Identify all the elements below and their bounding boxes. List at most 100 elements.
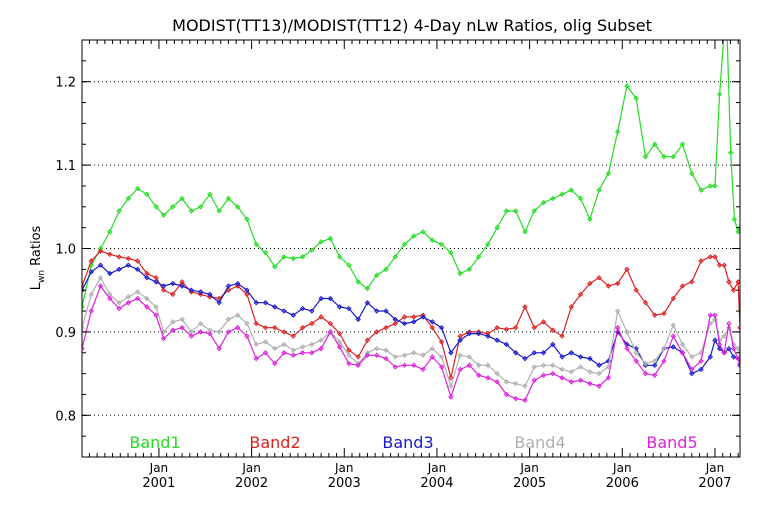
data-point bbox=[438, 364, 445, 370]
x-tick-label-year: 2003 bbox=[328, 476, 361, 491]
data-point bbox=[577, 354, 584, 360]
data-point bbox=[253, 341, 259, 348]
data-point bbox=[97, 248, 104, 254]
data-point bbox=[374, 329, 380, 335]
data-point bbox=[207, 191, 213, 197]
data-point bbox=[309, 308, 315, 314]
data-point bbox=[262, 350, 269, 356]
data-point bbox=[624, 329, 630, 335]
data-point bbox=[318, 239, 324, 245]
data-point bbox=[559, 375, 565, 381]
data-point bbox=[614, 325, 621, 331]
data-point bbox=[207, 330, 213, 337]
data-point bbox=[262, 325, 269, 331]
data-point bbox=[522, 355, 528, 362]
data-point bbox=[153, 304, 159, 310]
legend-entry: Band3 bbox=[382, 433, 433, 452]
data-point bbox=[730, 287, 737, 293]
data-point bbox=[244, 291, 250, 298]
data-point bbox=[153, 204, 159, 210]
data-point bbox=[374, 352, 380, 358]
data-point bbox=[438, 354, 445, 360]
data-point bbox=[587, 355, 593, 362]
data-point bbox=[207, 291, 213, 298]
data-point bbox=[160, 287, 167, 293]
data-point bbox=[735, 345, 740, 352]
data-point bbox=[550, 341, 556, 348]
data-point bbox=[272, 345, 278, 352]
data-point bbox=[712, 254, 718, 260]
data-point bbox=[550, 195, 556, 202]
data-point bbox=[642, 154, 649, 160]
data-point bbox=[309, 247, 315, 253]
data-point bbox=[540, 350, 547, 356]
data-point bbox=[712, 316, 718, 323]
data-point bbox=[596, 383, 602, 389]
series-band5 bbox=[82, 283, 740, 403]
data-point bbox=[116, 254, 122, 260]
data-point bbox=[179, 316, 185, 323]
data-point bbox=[383, 355, 389, 362]
data-point bbox=[652, 312, 658, 318]
data-point bbox=[531, 350, 537, 356]
data-point bbox=[577, 364, 584, 370]
data-point bbox=[730, 345, 737, 352]
series-line bbox=[82, 250, 740, 378]
data-point bbox=[234, 204, 241, 210]
data-point bbox=[355, 316, 361, 323]
data-point bbox=[411, 362, 417, 368]
data-point bbox=[679, 283, 686, 289]
data-point bbox=[327, 329, 334, 335]
data-point bbox=[144, 274, 150, 281]
data-point bbox=[679, 141, 686, 147]
data-point bbox=[494, 337, 500, 343]
data-point bbox=[726, 320, 732, 327]
x-tick-label-month: Jan bbox=[241, 461, 261, 475]
data-point bbox=[281, 308, 287, 314]
data-point bbox=[420, 366, 426, 373]
data-point bbox=[134, 258, 141, 264]
data-point bbox=[160, 283, 167, 289]
data-point bbox=[272, 325, 278, 331]
data-point bbox=[568, 379, 575, 385]
data-point bbox=[721, 262, 727, 268]
data-point bbox=[234, 312, 241, 318]
data-point bbox=[125, 300, 132, 306]
data-point bbox=[125, 262, 132, 268]
data-point bbox=[466, 362, 473, 368]
data-point bbox=[624, 83, 630, 89]
y-axis-label-main: L bbox=[29, 282, 44, 290]
data-point bbox=[513, 350, 519, 356]
x-tick-label-year: 2001 bbox=[142, 476, 175, 491]
data-point bbox=[728, 149, 734, 156]
data-point bbox=[513, 395, 519, 402]
data-point bbox=[494, 370, 500, 377]
data-point bbox=[735, 355, 740, 362]
data-point bbox=[494, 379, 500, 385]
data-point bbox=[411, 350, 417, 356]
data-point bbox=[116, 266, 122, 273]
data-point bbox=[707, 183, 714, 189]
x-tick-label-year: 2002 bbox=[235, 476, 268, 491]
data-point bbox=[88, 269, 94, 275]
data-point bbox=[522, 383, 528, 389]
data-point bbox=[216, 300, 222, 306]
data-point bbox=[82, 304, 85, 310]
data-point bbox=[290, 352, 297, 358]
data-point bbox=[97, 262, 104, 268]
data-point bbox=[429, 319, 436, 325]
data-point bbox=[364, 285, 371, 292]
data-point bbox=[374, 308, 380, 314]
data-point bbox=[272, 304, 278, 310]
data-point bbox=[712, 337, 718, 343]
data-point bbox=[475, 372, 482, 378]
data-point bbox=[107, 295, 113, 302]
data-point bbox=[244, 320, 250, 327]
data-point bbox=[318, 295, 324, 302]
data-point bbox=[179, 195, 185, 202]
data-point bbox=[707, 254, 714, 260]
data-point bbox=[735, 229, 740, 235]
data-point bbox=[244, 287, 250, 293]
data-point bbox=[281, 350, 287, 356]
